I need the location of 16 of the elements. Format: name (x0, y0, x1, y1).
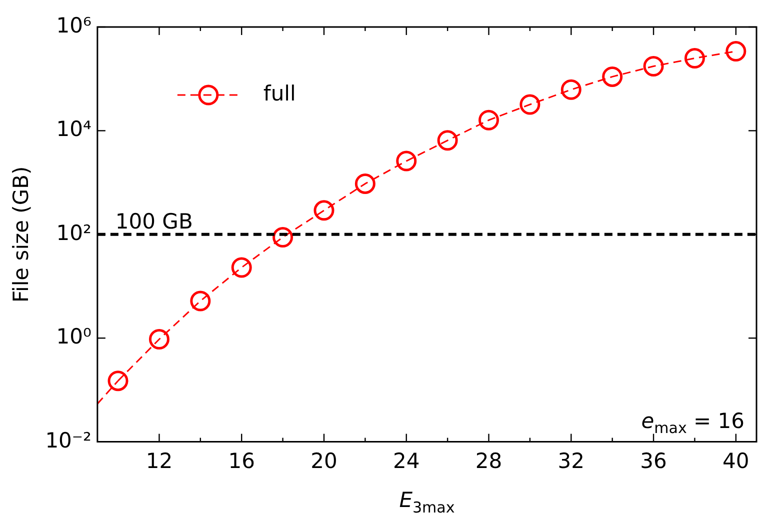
x-tick-label: 32 (558, 448, 584, 473)
legend-label: full (263, 81, 296, 106)
x-tick-label: 16 (228, 448, 255, 473)
x-tick-label: 36 (640, 448, 667, 473)
x-tick-label: 28 (475, 448, 502, 473)
y-tick-label: 10⁻² (45, 428, 92, 452)
y-axis-title: File size (GB) (9, 166, 34, 303)
y-tick-label: 10² (56, 220, 92, 245)
y-tick-label: 10⁴ (56, 117, 92, 142)
x-tick-label: 12 (146, 448, 173, 473)
x-tick-label: 20 (310, 448, 338, 473)
y-tick-label: 10⁶ (56, 13, 92, 38)
y-tick-label: 10⁰ (56, 324, 92, 349)
x-tick-label: 40 (722, 448, 750, 473)
x-tick-label: 24 (393, 448, 420, 473)
ref-line-label: 100 GB (115, 209, 193, 234)
